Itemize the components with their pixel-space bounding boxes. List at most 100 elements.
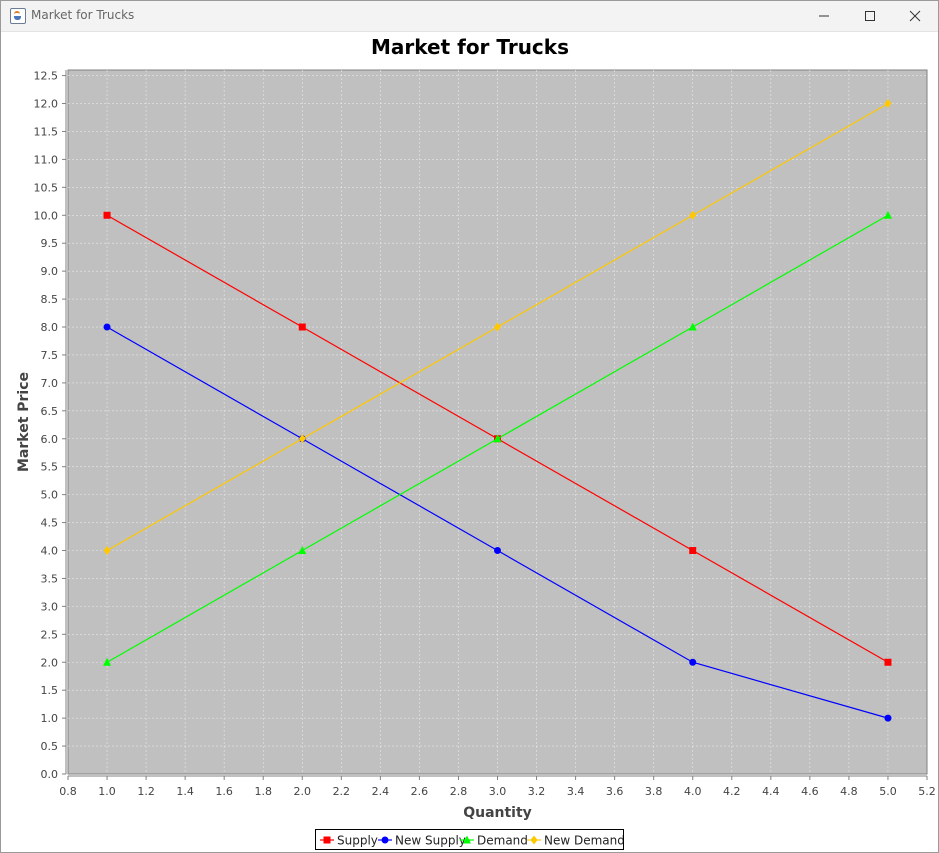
x-tick-label: 4.2: [723, 785, 741, 798]
x-tick-label: 1.0: [98, 785, 116, 798]
legend-item: Demand: [460, 834, 528, 848]
legend-marker-swatch: [323, 836, 331, 844]
x-tick-label: 4.4: [762, 785, 780, 798]
x-tick-label: 0.8: [59, 785, 77, 798]
series-new-demand: [103, 99, 892, 556]
data-point-marker: [884, 714, 892, 722]
data-point-marker: [884, 99, 892, 109]
x-tick-label: 3.4: [567, 785, 585, 798]
x-tick-label: 1.8: [254, 785, 272, 798]
y-tick-label: 8.0: [41, 321, 59, 334]
data-point-marker: [689, 210, 697, 220]
y-tick-label: 7.5: [41, 349, 59, 362]
y-tick-label: 6.0: [41, 433, 59, 446]
x-tick-label: 3.0: [489, 785, 507, 798]
data-point-marker: [688, 322, 697, 331]
data-point-marker: [298, 323, 306, 331]
y-tick-label: 0.0: [41, 768, 59, 781]
legend-marker-swatch: [463, 835, 471, 844]
y-tick-label: 0.5: [41, 740, 59, 753]
java-cup-icon: [10, 8, 26, 24]
maximize-button[interactable]: [847, 1, 893, 31]
minimize-icon: [819, 15, 829, 17]
y-tick-label: 2.5: [41, 628, 59, 641]
y-axis-label: Market Price: [16, 372, 32, 472]
window-title: Market for Trucks: [31, 8, 135, 22]
x-tick-label: 1.4: [176, 785, 194, 798]
data-point-marker: [884, 658, 892, 666]
y-tick-label: 9.0: [41, 265, 59, 278]
y-tick-label: 1.5: [41, 684, 59, 697]
x-tick-label: 5.0: [879, 785, 897, 798]
y-tick-label: 12.0: [34, 98, 59, 111]
x-tick-label: 1.2: [137, 785, 155, 798]
maximize-icon: [865, 11, 875, 21]
data-point-marker: [103, 323, 111, 331]
y-tick-label: 4.0: [41, 545, 59, 558]
x-tick-label: 2.4: [372, 785, 390, 798]
legend-label: New Supply: [395, 834, 466, 848]
series-layer: [103, 99, 892, 722]
minimize-button[interactable]: [801, 1, 847, 31]
x-tick-label: 1.6: [215, 785, 233, 798]
axes: 0.8 1.0 1.2 1.4 1.6 1.8 2.0 2.2 2.4 2.6 2.8 3.0 3.2 3…: [34, 70, 936, 798]
y-tick-label: 11.0: [34, 153, 59, 166]
legend-item: New Supply: [378, 834, 466, 848]
grid-lines: [68, 70, 927, 774]
y-tick-label: 5.0: [41, 489, 59, 502]
y-tick-label: 3.5: [41, 572, 59, 585]
legend-marker-swatch: [381, 836, 389, 844]
chart-title: Market for Trucks: [371, 35, 569, 59]
legend-items: Supply New Supply Demand New Demand: [320, 834, 625, 848]
data-point-marker: [103, 657, 112, 666]
y-tick-label: 2.0: [41, 656, 59, 669]
data-point-marker: [494, 547, 501, 555]
y-tick-label: 5.5: [41, 461, 59, 474]
data-point-marker: [493, 434, 502, 443]
x-tick-label: 2.2: [333, 785, 351, 798]
y-tick-label: 6.5: [41, 405, 59, 418]
y-tick-label: 4.5: [41, 517, 59, 530]
y-tick-label: 8.5: [41, 293, 59, 306]
y-tick-label: 12.5: [34, 70, 59, 83]
x-tick-label: 4.8: [840, 785, 858, 798]
legend-item: Supply: [320, 834, 378, 848]
x-axis-label: Quantity: [463, 805, 532, 821]
close-icon: [909, 10, 921, 22]
data-point-marker: [103, 546, 111, 556]
x-tick-label: 4.0: [684, 785, 702, 798]
y-tick-label: 7.0: [41, 377, 59, 390]
x-tick-label: 3.2: [528, 785, 546, 798]
y-tick-label: 11.5: [34, 125, 59, 138]
data-point-marker: [689, 547, 697, 555]
data-point-marker: [103, 211, 111, 219]
legend-marker-swatch: [530, 835, 538, 845]
title-bar[interactable]: Market for Trucks: [1, 1, 938, 32]
x-tick-label: 3.6: [606, 785, 624, 798]
data-point-marker: [298, 546, 307, 555]
y-tick-label: 10.5: [34, 181, 59, 194]
series-demand: [103, 210, 892, 666]
data-point-marker: [883, 210, 892, 219]
y-tick-label: 9.5: [41, 237, 59, 250]
legend-item: New Demand: [527, 834, 625, 848]
data-point-marker: [298, 434, 306, 444]
legend-label: New Demand: [544, 834, 623, 848]
legend-label: Demand: [477, 834, 528, 848]
y-tick-label: 10.0: [34, 209, 59, 222]
chart-legend: Supply New Supply Demand New Demand: [315, 829, 625, 850]
y-tick-label: 1.0: [41, 712, 59, 725]
close-button[interactable]: [892, 1, 938, 31]
legend-label: Supply: [337, 834, 378, 848]
x-tick-label: 3.8: [645, 785, 663, 798]
x-tick-label: 5.2: [918, 785, 936, 798]
data-point-marker: [689, 658, 697, 666]
x-tick-label: 2.8: [450, 785, 468, 798]
line-chart: Market for Trucks 0.8 1.0 1.2 1.4 1.6 1.8 2.0 2…: [16, 35, 936, 821]
data-point-marker: [494, 322, 501, 332]
x-tick-label: 2.6: [411, 785, 429, 798]
x-tick-label: 2.0: [294, 785, 312, 798]
x-tick-label: 4.6: [801, 785, 819, 798]
y-tick-label: 3.0: [41, 600, 59, 613]
